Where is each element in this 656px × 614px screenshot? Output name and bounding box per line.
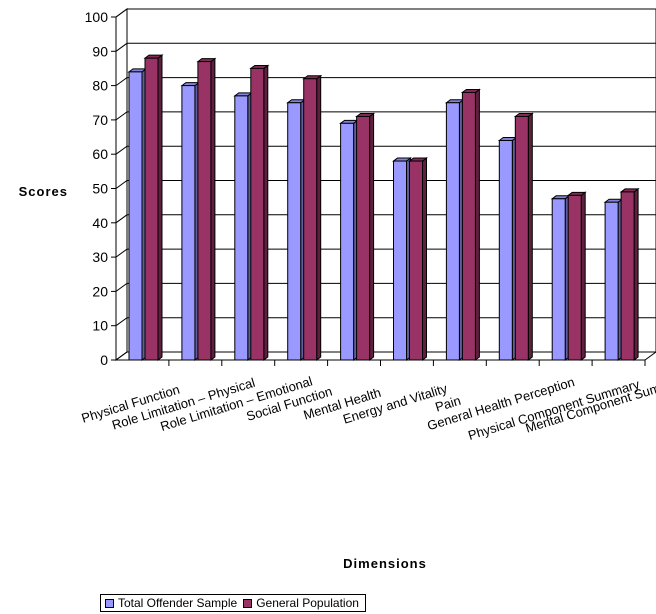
legend-swatch	[105, 598, 114, 608]
bar-side	[316, 74, 322, 361]
legend-item-total-offender-sample: Total Offender Sample	[105, 596, 237, 610]
bar-side	[580, 191, 586, 361]
bar-front	[551, 198, 566, 361]
bar-front	[303, 78, 318, 361]
bar	[355, 112, 376, 361]
bars	[127, 54, 640, 361]
y-tick-label: 80	[92, 78, 108, 94]
bar	[286, 98, 307, 361]
y-tick-label: 50	[92, 181, 108, 197]
bar-front	[567, 194, 582, 361]
bar	[513, 112, 534, 361]
bar-side	[157, 54, 163, 361]
bar	[127, 67, 148, 361]
bar	[339, 119, 360, 361]
bar-side	[263, 64, 269, 361]
bar-chart: 0 10 20 30 40 50 60 70 80 90 100 Physical Function…	[19, 8, 656, 571]
y-tick-label: 70	[92, 112, 108, 128]
bar	[408, 157, 428, 361]
bar	[233, 91, 254, 361]
bar-front	[620, 191, 635, 361]
bar	[196, 57, 217, 361]
y-tick-label: 90	[92, 43, 108, 59]
y-tick-label: 10	[92, 318, 108, 334]
bar	[302, 74, 323, 361]
y-tick-labels: 0 10 20 30 40 50 60 70 80 90 100	[85, 9, 109, 368]
x-tick-label: Pain	[433, 393, 462, 415]
bar-front	[234, 95, 249, 361]
bar-side	[474, 88, 480, 361]
bar	[180, 81, 201, 361]
legend-label: General Population	[256, 596, 359, 610]
bar-front	[340, 122, 355, 361]
bar	[497, 136, 518, 361]
bar-front	[356, 115, 371, 361]
bar-side	[633, 187, 639, 361]
bar-front	[409, 160, 423, 361]
y-axis-label: Scores	[19, 184, 68, 199]
bar-front	[514, 115, 529, 361]
gridline	[115, 8, 656, 18]
bar	[550, 194, 571, 361]
bar	[619, 187, 640, 361]
legend-swatch	[243, 598, 253, 608]
bar-front	[604, 201, 619, 361]
bar-side	[210, 57, 216, 361]
bar	[566, 191, 587, 361]
bar-side	[422, 157, 427, 361]
gridline	[115, 42, 656, 52]
legend: Total Offender Sample General Population	[100, 594, 366, 612]
bar-front	[197, 61, 212, 361]
bar	[143, 54, 164, 361]
y-tick-label: 60	[92, 146, 108, 162]
legend-label: Total Offender Sample	[118, 596, 238, 610]
bar-side	[369, 112, 375, 361]
bar-front	[498, 139, 513, 361]
bar	[392, 157, 412, 361]
gridline	[115, 77, 656, 87]
bar	[444, 98, 465, 361]
bar-front	[393, 160, 407, 361]
bar-side	[527, 112, 533, 361]
bar-front	[144, 57, 159, 361]
bar-front	[250, 67, 265, 361]
y-tick-label: 100	[85, 9, 109, 25]
y-tick-label: 20	[92, 283, 108, 299]
bar-front	[181, 85, 196, 361]
bar-front	[461, 91, 476, 361]
bar	[249, 64, 270, 361]
y-tick-label: 0	[100, 352, 108, 368]
x-axis-label: Dimensions	[343, 556, 427, 571]
bar-front	[445, 102, 460, 361]
legend-item-general-population: General Population	[243, 596, 359, 610]
bar	[460, 88, 481, 361]
y-tick-label: 40	[92, 215, 108, 231]
bar-front	[287, 102, 302, 361]
y-tick-label: 30	[92, 249, 108, 265]
bar-front	[128, 71, 143, 361]
bar	[603, 198, 624, 361]
